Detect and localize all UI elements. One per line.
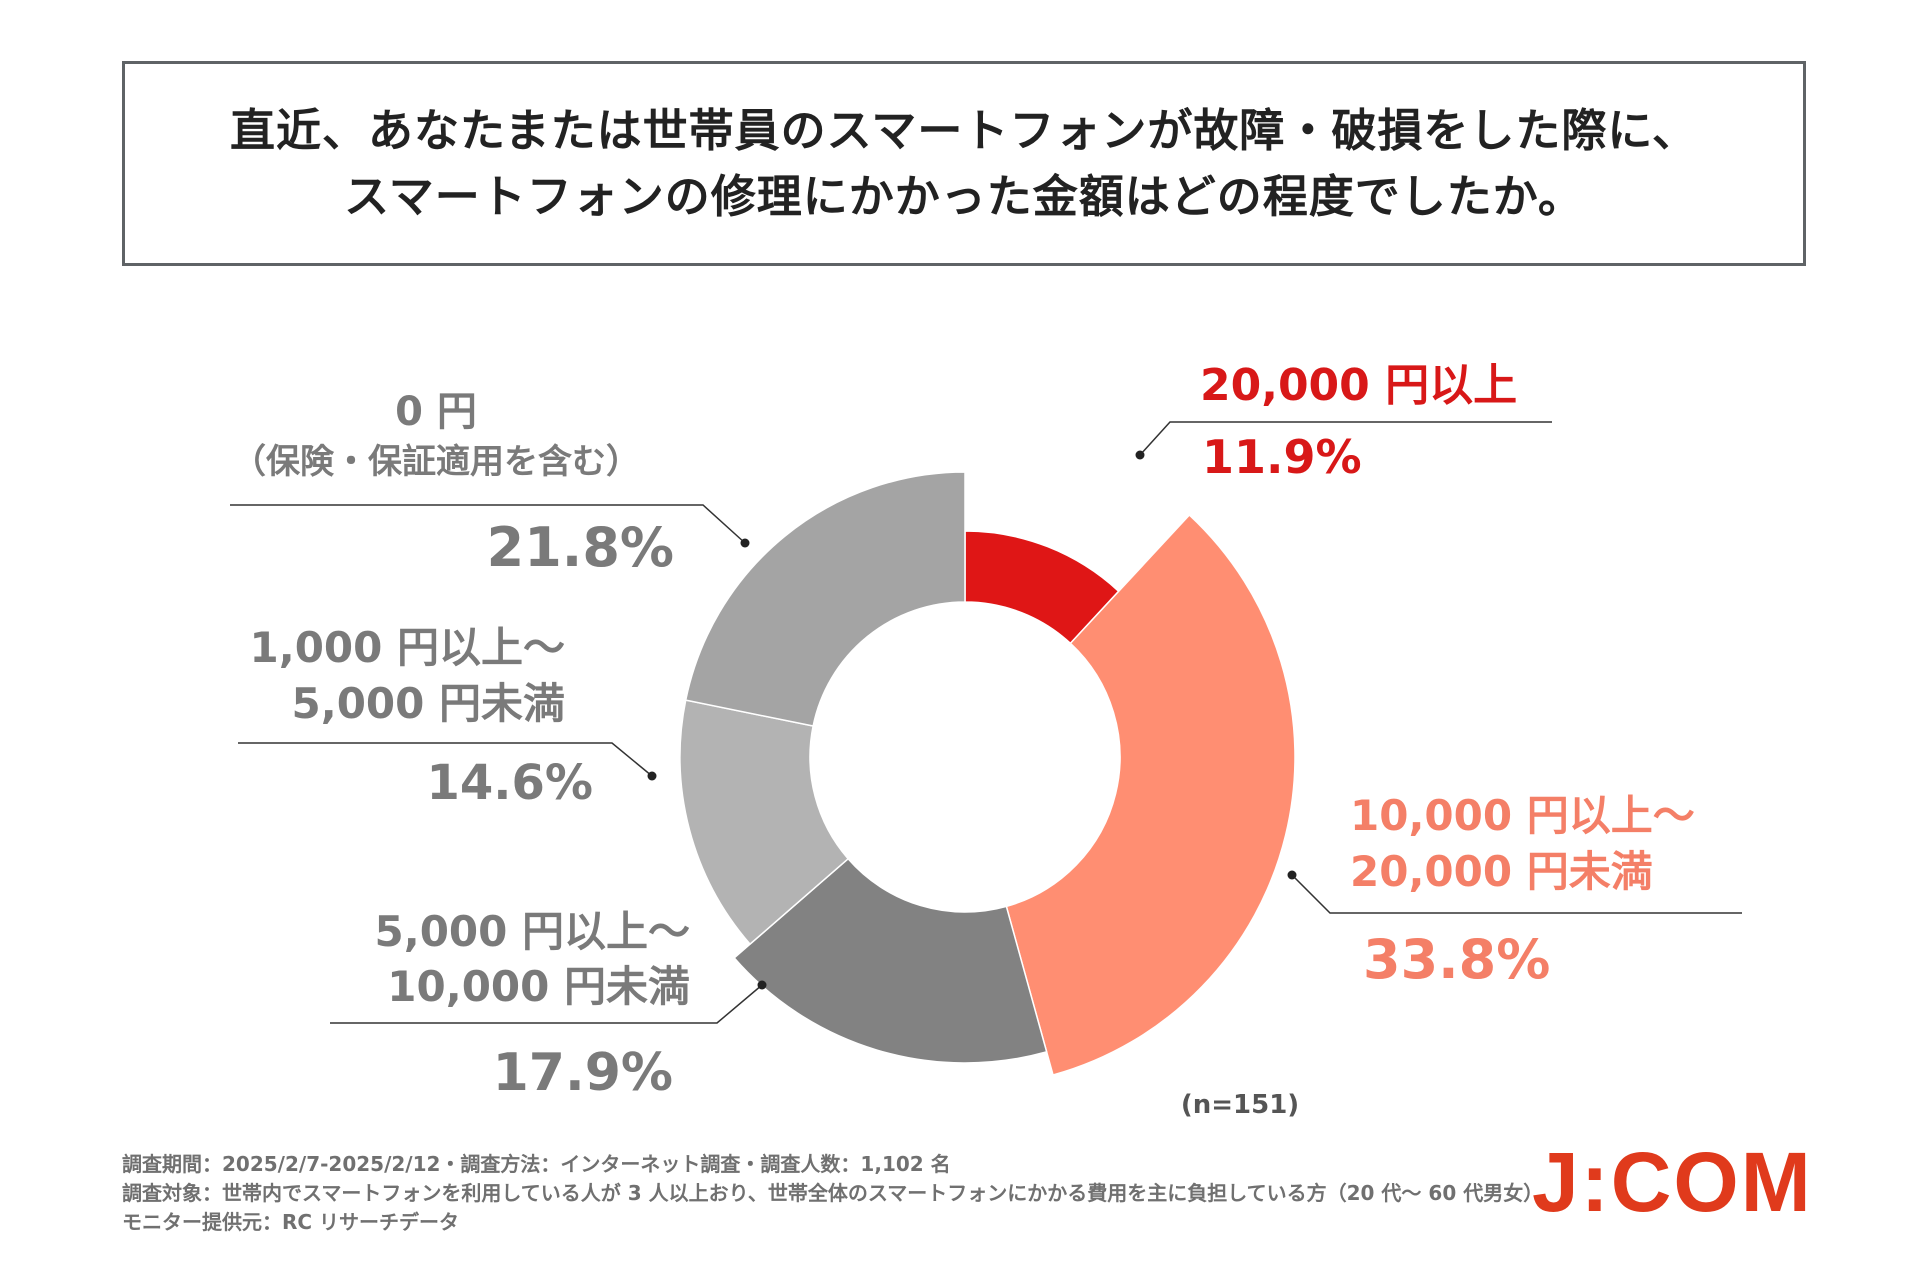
category-label-2-line-0: 5,000 円以上～ [375,907,690,956]
category-label-4-line-1: （保険・保証適用を含む） [232,442,640,482]
footnote-survey-target: 調査対象：世帯内でスマートフォンを利用している人が 3 人以上おり、世帯全体のス… [122,1181,1544,1205]
category-label-1-line-1: 20,000 円未満 [1350,847,1653,896]
donut-slice-1 [1005,513,1296,1076]
category-label-3-line-0: 1,000 円以上～ [250,623,565,672]
category-label-3-line-1: 5,000 円未満 [292,679,565,728]
value-label-2: 17.9% [493,1043,673,1103]
category-label-1-line-0: 10,000 円以上～ [1350,791,1695,840]
donut-slice-3 [679,699,850,946]
sample-size-label: (n=151) [1181,1090,1299,1120]
leader-dot-3 [647,771,657,781]
footnote-survey-period: 調査期間：2025/2/7-2025/2/12・調査方法：インターネット調査・調… [122,1152,951,1176]
question-title-box: 直近、あなたまたは世帯員のスマートフォンが故障・破損をした際に、 スマートフォン… [122,61,1806,266]
leader-line-3 [238,742,653,777]
leader-line-4 [230,504,746,544]
leader-dot-4 [740,538,750,548]
category-label-0-line-0: 20,000 円以上 [1200,360,1517,411]
jcom-logo: J:COM [1532,1135,1813,1229]
value-label-0: 11.9% [1202,430,1362,484]
donut-slice-4 [684,471,966,727]
value-label-4: 21.8% [487,516,674,579]
question-title-line-1: 直近、あなたまたは世帯員のスマートフォンが故障・破損をした際に、 [230,103,1698,157]
question-title-line-2: スマートフォンの修理にかかった金額はどの程度でしたか。 [344,169,1584,223]
footnote-monitor-provider: モニター提供元：RC リサーチデータ [122,1210,460,1234]
leader-line-2 [330,984,763,1024]
category-label-2-line-1: 10,000 円未満 [387,962,690,1011]
leader-dot-0 [1135,450,1145,460]
leader-line-0 [1139,421,1552,456]
leader-dot-2 [757,980,767,990]
leader-dot-1 [1287,870,1297,880]
category-label-4-line-0: 0 円 [395,389,477,435]
leader-line-1 [1291,874,1742,914]
value-label-3: 14.6% [426,755,593,811]
value-label-1: 33.8% [1363,928,1550,991]
donut-slice-2 [733,857,1048,1064]
